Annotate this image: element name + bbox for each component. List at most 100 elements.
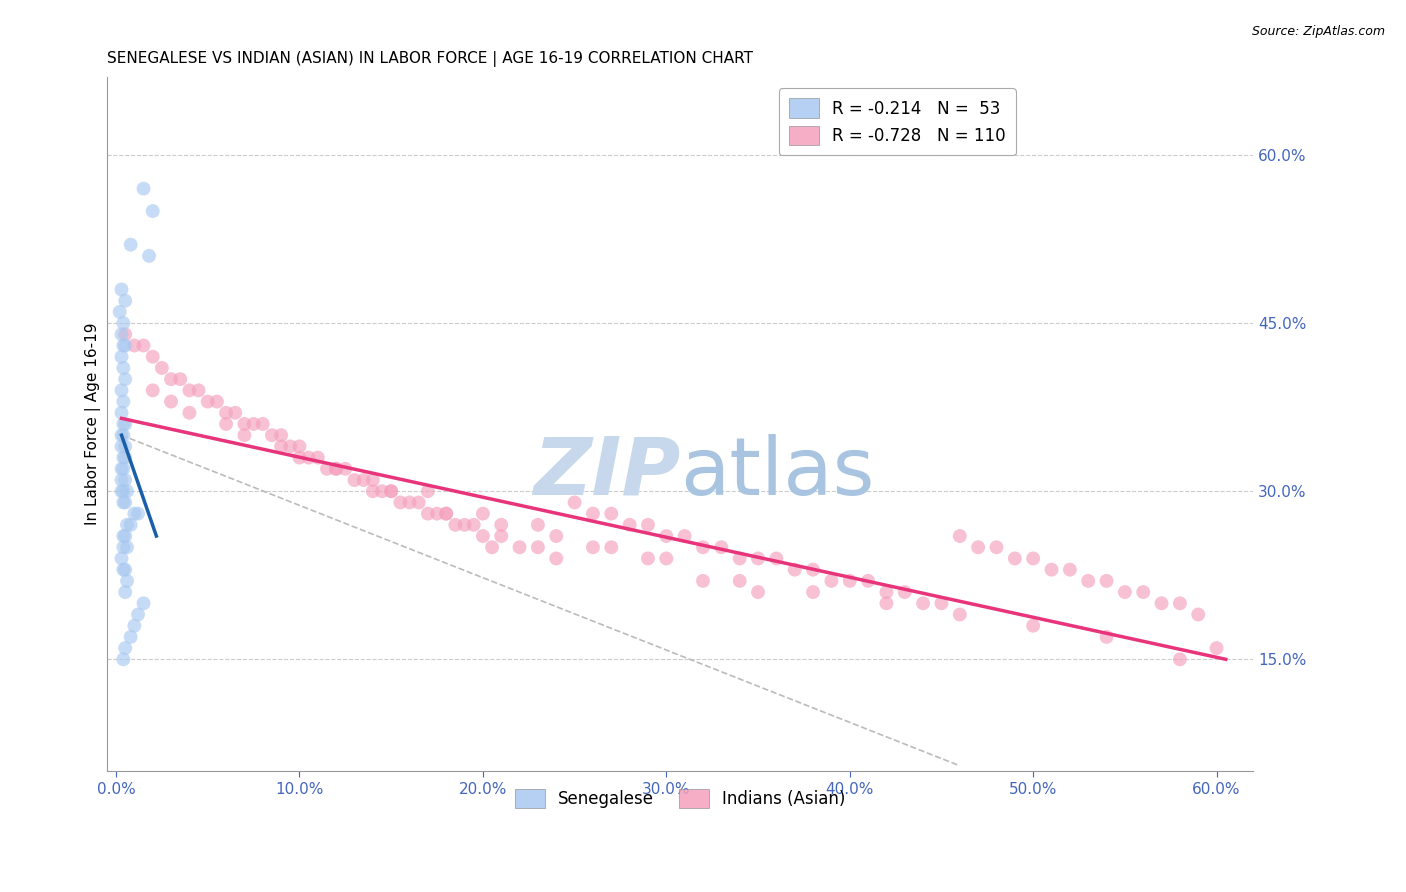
Point <box>114 327 136 342</box>
Point <box>361 484 384 499</box>
Point <box>110 551 132 566</box>
Point <box>160 372 183 386</box>
Point <box>335 462 357 476</box>
Point <box>747 551 769 566</box>
Point <box>546 551 568 566</box>
Point <box>582 541 605 555</box>
Point <box>416 484 439 499</box>
Point <box>115 574 138 588</box>
Point <box>110 428 132 442</box>
Point <box>343 473 366 487</box>
Point <box>728 551 751 566</box>
Point <box>110 350 132 364</box>
Text: atlas: atlas <box>681 434 875 512</box>
Point <box>120 630 142 644</box>
Point <box>233 417 256 431</box>
Point <box>112 338 135 352</box>
Point <box>112 563 135 577</box>
Point <box>138 249 160 263</box>
Point <box>215 417 238 431</box>
Point <box>114 641 136 656</box>
Point <box>986 541 1008 555</box>
Point <box>325 462 347 476</box>
Point <box>434 507 457 521</box>
Point <box>260 428 283 442</box>
Point <box>132 338 155 352</box>
Point <box>1205 641 1227 656</box>
Point <box>142 350 165 364</box>
Point <box>389 495 412 509</box>
Point <box>142 204 165 219</box>
Point <box>252 417 274 431</box>
Point <box>434 507 457 521</box>
Point <box>361 473 384 487</box>
Point <box>114 417 136 431</box>
Point <box>426 507 449 521</box>
Point <box>582 507 605 521</box>
Point <box>875 596 897 610</box>
Point <box>894 585 917 599</box>
Point <box>115 541 138 555</box>
Point <box>120 237 142 252</box>
Point <box>637 517 659 532</box>
Point <box>179 384 201 398</box>
Point <box>325 462 347 476</box>
Point <box>132 181 155 195</box>
Point <box>187 384 209 398</box>
Point <box>112 417 135 431</box>
Point <box>112 428 135 442</box>
Point <box>509 541 531 555</box>
Point <box>112 316 135 330</box>
Text: ZIP: ZIP <box>533 434 681 512</box>
Point <box>108 305 131 319</box>
Point <box>114 529 136 543</box>
Point <box>931 596 953 610</box>
Point <box>380 484 402 499</box>
Y-axis label: In Labor Force | Age 16-19: In Labor Force | Age 16-19 <box>86 323 101 525</box>
Point <box>288 439 311 453</box>
Point <box>197 394 219 409</box>
Point <box>112 462 135 476</box>
Point <box>912 596 935 610</box>
Point <box>169 372 191 386</box>
Point <box>110 283 132 297</box>
Point <box>371 484 394 499</box>
Point <box>655 529 678 543</box>
Point <box>1114 585 1136 599</box>
Legend: Senegalese, Indians (Asian): Senegalese, Indians (Asian) <box>508 782 852 815</box>
Point <box>637 551 659 566</box>
Point <box>619 517 641 532</box>
Point <box>114 293 136 308</box>
Point <box>112 529 135 543</box>
Point <box>215 406 238 420</box>
Point <box>747 585 769 599</box>
Point <box>1168 652 1191 666</box>
Text: SENEGALESE VS INDIAN (ASIAN) IN LABOR FORCE | AGE 16-19 CORRELATION CHART: SENEGALESE VS INDIAN (ASIAN) IN LABOR FO… <box>107 51 752 67</box>
Point <box>546 529 568 543</box>
Point <box>783 563 806 577</box>
Point <box>801 585 824 599</box>
Point <box>132 596 155 610</box>
Point <box>692 574 714 588</box>
Point <box>1150 596 1173 610</box>
Point <box>1187 607 1209 622</box>
Point <box>710 541 733 555</box>
Point <box>416 507 439 521</box>
Point <box>114 473 136 487</box>
Point <box>316 462 339 476</box>
Point <box>949 607 972 622</box>
Point <box>1022 618 1045 632</box>
Point <box>124 338 146 352</box>
Point <box>444 517 467 532</box>
Point <box>838 574 860 588</box>
Point <box>242 417 264 431</box>
Point <box>307 450 329 465</box>
Point <box>112 360 135 375</box>
Point <box>112 495 135 509</box>
Point <box>110 473 132 487</box>
Point <box>1022 551 1045 566</box>
Point <box>692 541 714 555</box>
Point <box>179 406 201 420</box>
Point <box>949 529 972 543</box>
Text: Source: ZipAtlas.com: Source: ZipAtlas.com <box>1251 25 1385 38</box>
